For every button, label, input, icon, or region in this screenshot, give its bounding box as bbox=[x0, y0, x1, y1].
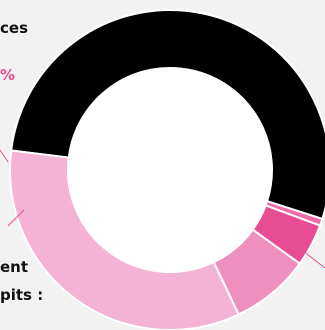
donut-hole bbox=[68, 68, 272, 272]
label-top-left-line1: ces bbox=[0, 19, 28, 37]
label-bottom-left-line2: pits : bbox=[0, 286, 43, 304]
slice-labels: ces % ent pits : bbox=[0, 19, 43, 304]
leader-lines bbox=[0, 149, 325, 269]
leader-line-top-left bbox=[0, 149, 9, 163]
leader-line-bottom-left bbox=[7, 209, 25, 227]
label-top-left-percent: % bbox=[0, 66, 15, 84]
donut-slices bbox=[9, 9, 325, 330]
leader-line-bottom-right bbox=[293, 243, 325, 269]
label-bottom-left-line1: ent bbox=[0, 258, 28, 276]
